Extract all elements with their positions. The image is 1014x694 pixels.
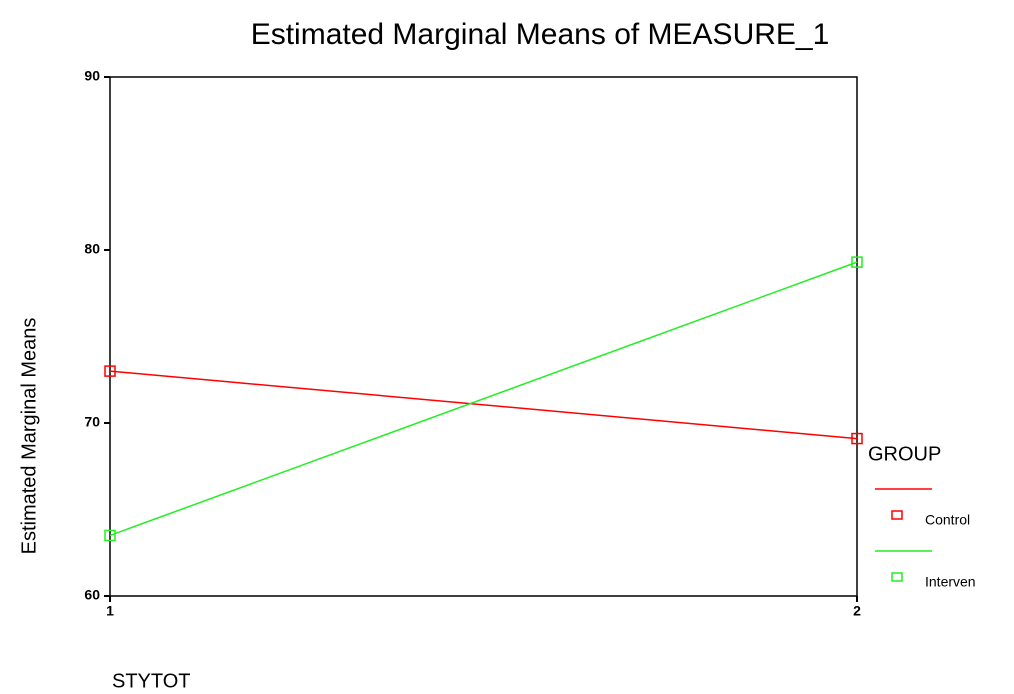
point-marker — [104, 529, 116, 542]
legend-marker — [891, 510, 903, 520]
legend-title: GROUP — [868, 443, 941, 465]
x-tick-label: 2 — [853, 603, 861, 619]
x-axis-label: STYTOT — [112, 670, 191, 692]
y-tick-label: 60 — [84, 587, 100, 603]
plot-frame — [109, 76, 858, 597]
y-tick-label: 80 — [84, 241, 100, 257]
point-marker — [104, 365, 116, 377]
series-line — [109, 370, 858, 440]
y-tick-label: 70 — [84, 414, 100, 430]
point-marker — [851, 256, 863, 268]
point-marker — [851, 432, 863, 445]
x-tick-label: 1 — [106, 603, 114, 619]
series-line — [109, 261, 858, 537]
y-tick-label: 90 — [84, 68, 100, 84]
legend-label: Interven — [925, 574, 976, 590]
chart-title: Estimated Marginal Means of MEASURE_1 — [251, 18, 830, 51]
y-axis-label: Estimated Marginal Means — [18, 318, 40, 555]
legend-label: Control — [925, 512, 970, 528]
legend-marker — [891, 572, 903, 582]
